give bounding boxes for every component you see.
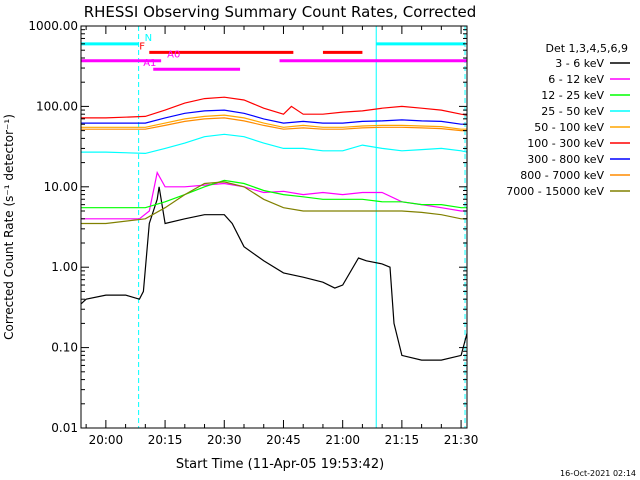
y-tick-label: 100.00 — [36, 99, 78, 113]
legend-label: 25 - 50 keV — [541, 105, 604, 118]
series-line-6 — [81, 96, 468, 119]
series-line-4 — [81, 133, 468, 155]
x-tick-label: 21:00 — [325, 433, 360, 447]
y-tick-label: 10.00 — [44, 180, 78, 194]
y-tick-label: 0.10 — [51, 341, 78, 355]
y-tick-label: 1000.00 — [28, 19, 78, 33]
series-line-5 — [81, 114, 467, 130]
legend-label: 3 - 6 keV — [555, 57, 604, 70]
legend: 3 - 6 keV 6 - 12 keV 12 - 25 keV 25 - 50 ke… — [506, 57, 630, 198]
series-line-3 — [81, 179, 467, 209]
x-tick-label: 20:45 — [266, 433, 301, 447]
legend-label: 300 - 800 keV — [527, 153, 604, 166]
series-line-1 — [80, 186, 468, 361]
flag-label-f: F — [139, 41, 145, 52]
x-tick-label: 20:30 — [207, 433, 242, 447]
legend-label: 6 - 12 keV — [548, 73, 604, 86]
footer-timestamp: 16-Oct-2021 02:14 — [560, 469, 636, 478]
y-axis: 1000.00 100.00 10.00 1.00 0.10 0.01 — [28, 19, 467, 435]
x-tick-label: 20:15 — [148, 433, 183, 447]
series-line-8 — [81, 117, 467, 132]
x-axis: 20:00 20:15 20:30 20:45 21:00 21:15 21:30 — [85, 26, 479, 447]
x-axis-label: Start Time (11-Apr-05 19:53:42) — [176, 457, 384, 472]
x-tick-label: 21:30 — [444, 433, 479, 447]
y-tick-label: 0.01 — [51, 421, 78, 435]
legend-label: 7000 - 15000 keV — [506, 185, 604, 198]
legend-label: 100 - 300 keV — [527, 137, 604, 150]
legend-title: Det 1,3,4,5,6,9 — [545, 42, 628, 55]
plot-frame — [80, 25, 468, 429]
x-tick-label: 20:00 — [89, 433, 124, 447]
chart-title: RHESSI Observing Summary Count Rates, Co… — [84, 3, 477, 21]
legend-label: 12 - 25 keV — [541, 89, 604, 102]
flag-label-a0: A0 — [167, 50, 180, 61]
legend-label: 50 - 100 keV — [534, 121, 604, 134]
y-axis-label: Corrected Count Rate (s⁻¹ detector⁻¹) — [2, 114, 16, 340]
plot-area: NF A0 A1 — [80, 26, 468, 428]
x-tick-label: 21:15 — [385, 433, 420, 447]
flag-label-a1: A1 — [143, 58, 156, 69]
flag-label-n: N — [145, 33, 152, 44]
series-line-9 — [81, 181, 467, 225]
y-tick-label: 1.00 — [51, 260, 78, 274]
series-line-7 — [81, 109, 467, 125]
legend-label: 800 - 7000 keV — [520, 169, 604, 182]
